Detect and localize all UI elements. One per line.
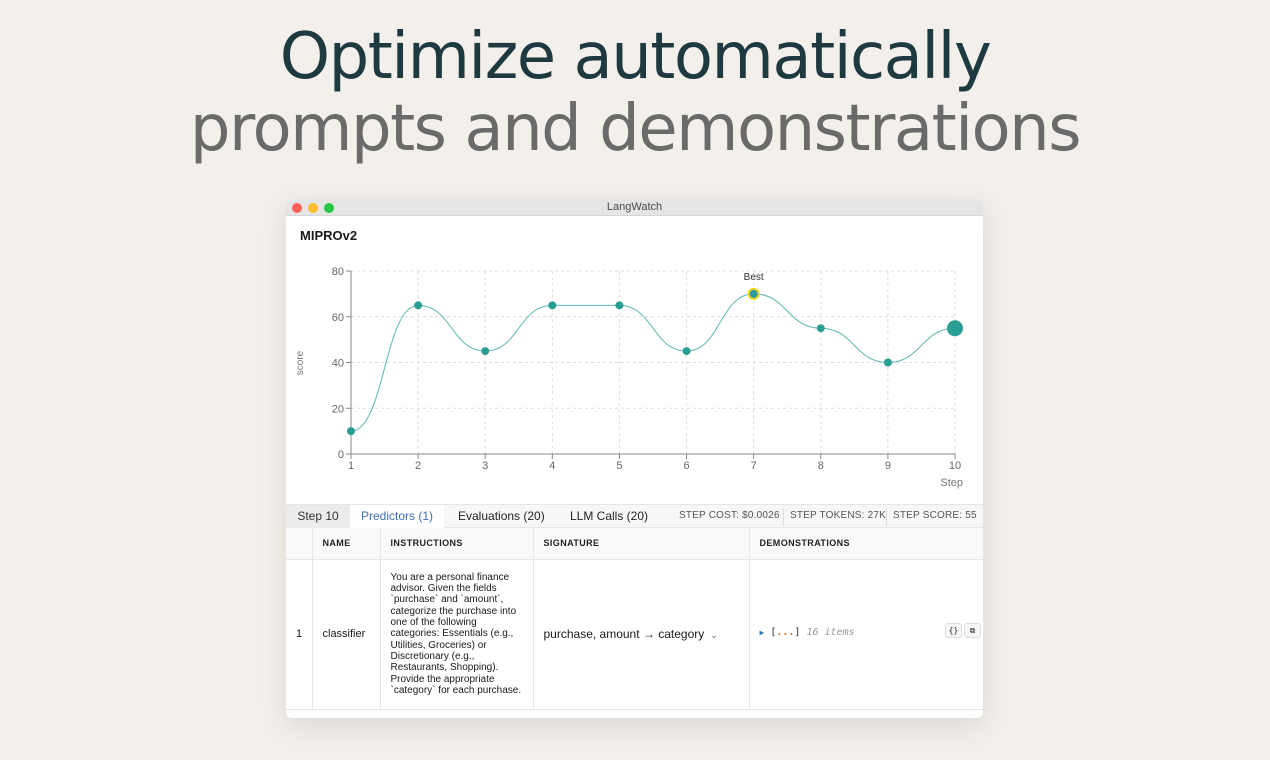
tab-evaluations[interactable]: Evaluations (20) xyxy=(458,509,545,523)
chart-axes: 0 20 40 60 80 1 2 3 4 5 6 7 8 9 10 xyxy=(332,266,961,472)
step-score-stat: STEP SCORE: 55 xyxy=(893,510,977,521)
app-window: LangWatch MIPROv2 0 20 40 60 80 1 2 3 4 5 6 7 8 9 10 B… xyxy=(286,200,983,718)
chart-grid xyxy=(350,270,956,455)
demonstrations-json[interactable]: ▶ [...] 16 items xyxy=(760,627,855,638)
expand-triangle-icon[interactable]: ▶ xyxy=(759,627,765,637)
y-tick-label: 20 xyxy=(332,403,344,415)
series-line xyxy=(350,293,956,432)
data-point xyxy=(481,347,490,356)
data-point xyxy=(682,347,691,356)
chevron-down-icon[interactable]: ⌄ xyxy=(710,630,718,640)
header-instructions: INSTRUCTIONS xyxy=(380,528,534,560)
demo-ellipsis: ... xyxy=(776,626,795,638)
data-point xyxy=(816,324,825,333)
minimize-window-icon[interactable] xyxy=(308,203,318,213)
hero: Optimize automatically prompts and demon… xyxy=(0,20,1270,164)
demo-bracket-close: ] xyxy=(794,626,801,638)
hero-title: Optimize automatically xyxy=(279,20,992,94)
demonstrations-cell: ▶ [...] 16 items {} ⧉ xyxy=(749,559,983,710)
step-cost-stat: STEP COST: $0.0026 xyxy=(679,510,780,521)
page-title: MIPROv2 xyxy=(300,228,358,243)
y-tick-label: 80 xyxy=(332,266,344,278)
window-titlebar: LangWatch xyxy=(286,200,983,216)
copy-icon[interactable]: ⧉ xyxy=(964,622,981,638)
data-point xyxy=(414,301,423,310)
x-tick-label: 10 xyxy=(949,460,961,472)
data-point xyxy=(347,427,355,436)
predictor-instructions: You are a personal finance advisor. Give… xyxy=(380,559,534,710)
x-tick-label: 5 xyxy=(616,460,622,472)
data-point xyxy=(548,301,557,310)
x-tick-label: 4 xyxy=(549,460,555,472)
x-axis-label: Step xyxy=(940,477,963,489)
close-window-icon[interactable] xyxy=(292,203,302,213)
stat-divider xyxy=(886,508,887,526)
y-axis-label: score xyxy=(295,350,306,375)
row-index: 1 xyxy=(286,559,313,710)
data-point xyxy=(883,358,892,367)
step-tokens-stat: STEP TOKENS: 27K xyxy=(790,510,887,521)
y-tick-label: 60 xyxy=(332,312,344,324)
tab-llm-calls[interactable]: LLM Calls (20) xyxy=(570,509,649,523)
signature-text: purchase, amount → category xyxy=(543,627,705,641)
chart-annotations: Best xyxy=(744,272,764,283)
x-tick-label: 2 xyxy=(415,460,421,472)
data-point xyxy=(749,289,758,298)
x-tick-label: 8 xyxy=(818,460,824,472)
score-chart: 0 20 40 60 80 1 2 3 4 5 6 7 8 9 10 Best score Step xyxy=(295,266,963,489)
demo-bracket-open: [ xyxy=(770,626,777,638)
x-tick-label: 6 xyxy=(683,460,689,472)
table-row: 1 classifier You are a personal finance … xyxy=(286,559,983,710)
x-tick-label: 7 xyxy=(751,460,757,472)
step-tabbar: Step 10 Predictors (1) Evaluations (20) … xyxy=(286,504,983,530)
predictor-signature[interactable]: purchase, amount → category ⌄ xyxy=(533,559,750,710)
predictor-name: classifier xyxy=(312,559,381,710)
json-view-button[interactable]: {} xyxy=(945,622,962,638)
y-tick-label: 0 xyxy=(338,449,344,461)
header-index xyxy=(286,528,313,560)
predictors-table: NAME INSTRUCTIONS SIGNATURE DEMONSTRATIO… xyxy=(286,528,983,710)
demo-actions: {} ⧉ xyxy=(945,622,981,638)
current-step-point xyxy=(947,320,963,337)
chart-points xyxy=(347,287,963,436)
demo-item-count: 16 items xyxy=(806,626,855,638)
table-header-row: NAME INSTRUCTIONS SIGNATURE DEMONSTRATIO… xyxy=(286,528,983,560)
header-demonstrations: DEMONSTRATIONS xyxy=(749,528,983,560)
y-tick-label: 40 xyxy=(332,358,344,370)
tab-step[interactable]: Step 10 xyxy=(286,505,350,529)
header-name: NAME xyxy=(312,528,381,560)
tab-predictors[interactable]: Predictors (1) xyxy=(350,505,444,530)
best-annotation-label: Best xyxy=(744,272,764,283)
window-title: LangWatch xyxy=(606,201,663,213)
maximize-window-icon[interactable] xyxy=(324,203,334,213)
hero-subtitle: prompts and demonstrations xyxy=(189,92,1082,166)
header-signature: SIGNATURE xyxy=(533,528,750,560)
x-tick-label: 9 xyxy=(885,460,891,472)
stat-divider xyxy=(783,508,784,526)
x-tick-label: 1 xyxy=(348,460,354,472)
x-tick-label: 3 xyxy=(482,460,488,472)
data-point xyxy=(615,301,624,310)
